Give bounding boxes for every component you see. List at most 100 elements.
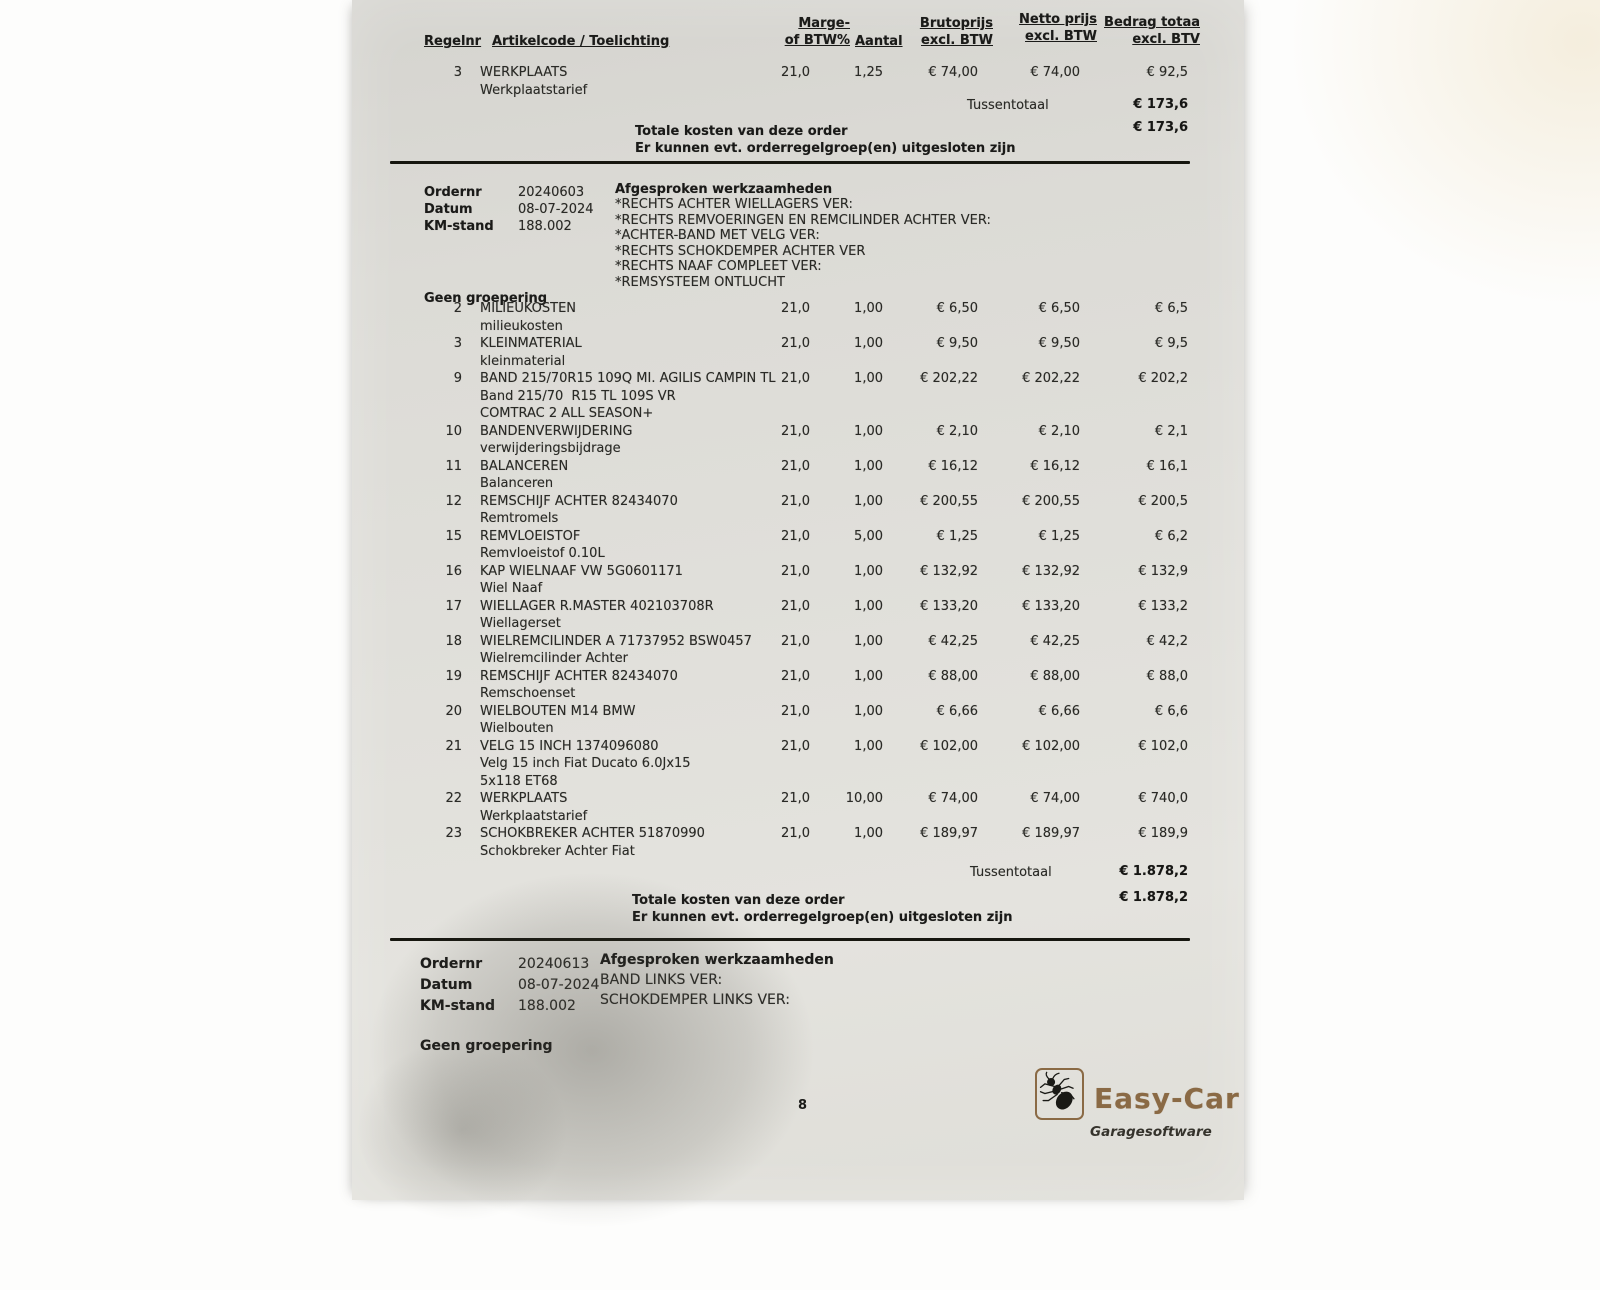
row-bedrag-totaal: € 102,0 [1138,738,1188,754]
row-regelnr: 10 [445,423,462,439]
row-btw-percent: 21,0 [781,668,810,684]
row-nettoprijs: € 6,50 [1038,301,1080,316]
km-stand-value: 188.002 [518,998,576,1014]
row-toelichting: Wielbouten [480,721,554,736]
brand-name: Easy-Car [1094,1082,1240,1115]
km-stand-value: 188.002 [518,219,572,234]
row-nettoprijs: € 1,25 [1038,528,1080,544]
row-btw-percent: 21,0 [781,423,810,439]
table-row: 12 21,0 1,00 € 200,55 € 200,55 € 200,5 R… [352,493,1244,528]
column-header-aantal: Aantal [855,34,903,49]
row-artikelcode: REMSCHIJF ACHTER 82434070 [480,493,678,509]
row-toelichting: Balanceren [480,476,554,491]
line-items-top: 3 21,0 1,25 € 74,00 € 74,00 € 92,5 WERKP… [352,64,1244,99]
row-artikelcode: KAP WIELNAAF VW 5G0601171 [480,563,683,579]
row-artikelcode: BANDENVERWIJDERING [480,423,633,439]
row-toelichting: Werkplaatstarief [480,808,588,824]
row-toelichting: Wiellagerset [480,616,561,631]
row-brutoprijs: € 102,00 [920,738,978,754]
photo-of-invoice: { "colors": { "brand_brown": "#8a6a45", … [292,0,1600,1290]
row-bedrag-totaal: € 200,5 [1138,493,1188,509]
row-artikelcode: SCHOKBREKER ACHTER 51870990 [480,826,705,841]
row-artikelcode: REMVLOEISTOF [480,528,581,544]
table-row: 16 21,0 1,00 € 132,92 € 132,92 € 132,9 K… [352,563,1244,598]
row-toelichting: Band 215/70 R15 TL 109S VR COMTRAC 2 ALL… [480,388,676,422]
order-total-value: € 173,6 [1133,120,1188,135]
row-toelichting: milieukosten [480,318,563,334]
row-btw-percent: 21,0 [781,65,810,80]
row-brutoprijs: € 133,20 [920,598,978,614]
row-toelichting: Schokbreker Achter Fiat [480,843,635,859]
section-separator [390,161,1190,164]
row-regelnr: 2 [453,301,462,316]
row-regelnr: 17 [445,598,462,614]
row-btw-percent: 21,0 [781,528,810,544]
row-artikelcode: BALANCEREN [480,458,569,474]
row-artikelcode: WIELLAGER R.MASTER 402103708R [480,598,714,614]
row-toelichting: Wielremcilinder Achter [480,651,628,666]
row-brutoprijs: € 88,00 [928,668,978,684]
row-bedrag-totaal: € 42,2 [1146,633,1188,649]
row-brutoprijs: € 1,25 [936,528,978,544]
row-toelichting: verwijderingsbijdrage [480,441,621,456]
row-aantal: 1,00 [854,371,883,386]
row-aantal: 1,00 [854,336,883,351]
row-bedrag-totaal: € 6,2 [1154,528,1188,544]
row-regelnr: 12 [445,493,462,509]
column-header-bedrag-totaal: Bedrag totaa excl. BTV [1104,15,1200,47]
table-row: 11 21,0 1,00 € 16,12 € 16,12 € 16,1 BALA… [352,458,1244,493]
row-aantal: 1,00 [854,423,883,439]
row-nettoprijs: € 2,10 [1038,423,1080,439]
row-aantal: 1,00 [854,458,883,474]
column-header-artikelcode: Artikelcode / Toelichting [492,34,670,49]
row-nettoprijs: € 42,25 [1030,633,1080,649]
row-toelichting: Werkplaatstarief [480,82,588,98]
row-regelnr: 19 [445,668,462,684]
row-bedrag-totaal: € 189,9 [1138,826,1188,841]
row-btw-percent: 21,0 [781,458,810,474]
subtotal-value: € 1.878,2 [1119,864,1188,879]
table-row: 17 21,0 1,00 € 133,20 € 133,20 € 133,2 W… [352,598,1244,633]
page-number: 8 [798,1098,808,1113]
table-row: 19 21,0 1,00 € 88,00 € 88,00 € 88,0 REMS… [352,668,1244,703]
werkzaamheden-list: BAND LINKS VER: SCHOKDEMPER LINKS VER: [600,972,790,1008]
row-nettoprijs: € 74,00 [1030,791,1080,806]
table-row: 2 21,0 1,00 € 6,50 € 6,50 € 6,5 MILIEUKO… [352,300,1244,335]
line-items-main: 2 21,0 1,00 € 6,50 € 6,50 € 6,5 MILIEUKO… [352,300,1244,860]
row-toelichting: Wiel Naaf [480,581,543,596]
row-brutoprijs: € 6,66 [936,703,978,719]
row-brutoprijs: € 202,22 [920,371,978,386]
ordernr-label: Ordernr [420,956,483,972]
km-stand-label: KM-stand [424,219,494,234]
row-nettoprijs: € 74,00 [1030,65,1080,80]
row-artikelcode: VELG 15 INCH 1374096080 [480,738,659,754]
easy-car-logo-box [1035,1068,1084,1120]
row-bedrag-totaal: € 132,9 [1138,563,1188,579]
row-nettoprijs: € 6,66 [1038,703,1080,719]
row-bedrag-totaal: € 740,0 [1138,791,1188,806]
column-header-regelnr: Regelnr [424,34,482,49]
row-aantal: 1,00 [854,633,883,649]
row-btw-percent: 21,0 [781,826,810,841]
row-brutoprijs: € 6,50 [936,301,978,316]
row-brutoprijs: € 42,25 [928,633,978,649]
row-regelnr: 11 [445,458,462,474]
row-bedrag-totaal: € 6,6 [1154,703,1188,719]
row-aantal: 1,00 [854,493,883,509]
subtotal-label: Tussentotaal [967,98,1049,113]
order-total-label: Totale kosten van deze order [632,893,845,908]
row-brutoprijs: € 189,97 [920,826,978,841]
row-nettoprijs: € 133,20 [1022,598,1080,614]
row-bedrag-totaal: € 202,2 [1138,371,1188,386]
row-bedrag-totaal: € 133,2 [1138,598,1188,614]
row-regelnr: 21 [445,738,462,754]
row-aantal: 1,00 [854,668,883,684]
table-row: 23 21,0 1,00 € 189,97 € 189,97 € 189,9 S… [352,825,1244,860]
row-nettoprijs: € 9,50 [1038,336,1080,351]
group-label: Geen groepering [420,1038,553,1054]
row-regelnr: 23 [445,826,462,841]
row-regelnr: 3 [453,336,462,351]
row-artikelcode: WERKPLAATS [480,65,568,80]
row-brutoprijs: € 74,00 [928,791,978,806]
subtotal-label: Tussentotaal [970,865,1052,880]
